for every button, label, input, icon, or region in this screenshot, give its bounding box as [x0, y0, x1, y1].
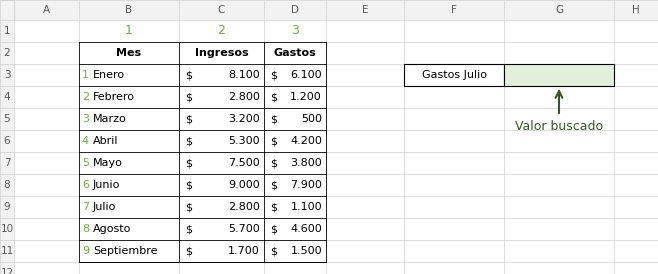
Text: 3.800: 3.800 [290, 158, 322, 168]
Text: 2: 2 [218, 24, 226, 38]
Text: Marzo: Marzo [93, 114, 127, 124]
Text: 4.600: 4.600 [290, 224, 322, 234]
Bar [0, 20, 14, 274]
Text: 7.500: 7.500 [228, 158, 260, 168]
Text: 1.700: 1.700 [228, 246, 260, 256]
Text: D: D [291, 5, 299, 15]
Text: $: $ [270, 70, 277, 80]
Text: $: $ [185, 158, 192, 168]
Text: Febrero: Febrero [93, 92, 135, 102]
Text: 1.500: 1.500 [290, 246, 322, 256]
Bar [504, 64, 614, 86]
Text: 9.000: 9.000 [228, 180, 260, 190]
Text: 5: 5 [4, 114, 11, 124]
Text: 4: 4 [4, 92, 11, 102]
Text: 2: 2 [82, 92, 89, 102]
Text: F: F [451, 5, 457, 15]
Text: 5: 5 [82, 158, 89, 168]
Text: 9: 9 [4, 202, 11, 212]
Text: 3.200: 3.200 [228, 114, 260, 124]
Text: 9: 9 [82, 246, 89, 256]
Text: Junio: Junio [93, 180, 120, 190]
Text: Agosto: Agosto [93, 224, 132, 234]
Text: $: $ [270, 158, 277, 168]
Text: $: $ [270, 180, 277, 190]
Bar [79, 42, 326, 262]
Text: $: $ [270, 224, 277, 234]
Text: 5.700: 5.700 [228, 224, 260, 234]
Text: 1: 1 [4, 26, 11, 36]
Text: 1.200: 1.200 [290, 92, 322, 102]
Text: $: $ [270, 136, 277, 146]
Text: Gastos: Gastos [274, 48, 316, 58]
Text: 5.300: 5.300 [228, 136, 260, 146]
Text: Valor buscado: Valor buscado [515, 120, 603, 133]
Text: 2.800: 2.800 [228, 92, 260, 102]
Text: 4: 4 [82, 136, 89, 146]
Text: 3: 3 [291, 24, 299, 38]
Bar [0, 0, 658, 20]
Text: E: E [362, 5, 368, 15]
Text: Abril: Abril [93, 136, 118, 146]
Text: 7: 7 [4, 158, 11, 168]
Text: Mes: Mes [116, 48, 141, 58]
Text: $: $ [185, 224, 192, 234]
Text: 10: 10 [1, 224, 14, 234]
Text: 8.100: 8.100 [228, 70, 260, 80]
Text: 7: 7 [82, 202, 89, 212]
Text: $: $ [270, 92, 277, 102]
Text: $: $ [185, 136, 192, 146]
Text: 6: 6 [4, 136, 11, 146]
Bar [404, 64, 504, 86]
Text: $: $ [270, 114, 277, 124]
Text: $: $ [185, 92, 192, 102]
Text: $: $ [185, 246, 192, 256]
Text: 8: 8 [4, 180, 11, 190]
Text: $: $ [185, 202, 192, 212]
Text: 6: 6 [82, 180, 89, 190]
Text: 1: 1 [125, 24, 133, 38]
Text: 6.100: 6.100 [290, 70, 322, 80]
Text: Mayo: Mayo [93, 158, 123, 168]
Text: Julio: Julio [93, 202, 116, 212]
Text: Enero: Enero [93, 70, 125, 80]
Text: 2: 2 [4, 48, 11, 58]
Text: A: A [43, 5, 50, 15]
Text: 3: 3 [4, 70, 11, 80]
Text: $: $ [270, 202, 277, 212]
Text: 1.100: 1.100 [290, 202, 322, 212]
Text: 7.900: 7.900 [290, 180, 322, 190]
Text: 2.800: 2.800 [228, 202, 260, 212]
Text: B: B [126, 5, 132, 15]
Text: H: H [632, 5, 640, 15]
Text: C: C [218, 5, 225, 15]
Text: $: $ [185, 70, 192, 80]
Text: 4.200: 4.200 [290, 136, 322, 146]
Text: 500: 500 [301, 114, 322, 124]
Text: 8: 8 [82, 224, 89, 234]
Text: 12: 12 [1, 268, 14, 274]
Text: G: G [555, 5, 563, 15]
Text: $: $ [185, 180, 192, 190]
Text: Ingresos: Ingresos [195, 48, 248, 58]
Text: Gastos Julio: Gastos Julio [422, 70, 486, 80]
Text: Septiembre: Septiembre [93, 246, 157, 256]
Text: $: $ [270, 246, 277, 256]
Text: 11: 11 [1, 246, 14, 256]
Text: $: $ [185, 114, 192, 124]
Text: 3: 3 [82, 114, 89, 124]
Text: 1: 1 [82, 70, 89, 80]
